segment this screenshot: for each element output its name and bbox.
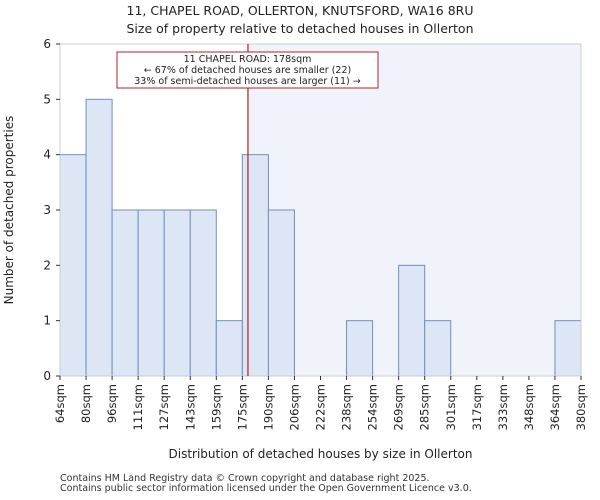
bar-159sqm bbox=[215, 320, 243, 377]
footer-copyright: Contains HM Land Registry data © Crown c… bbox=[60, 473, 430, 484]
x-tick-label: 380sqm bbox=[574, 384, 588, 430]
bar-64sqm bbox=[59, 154, 87, 377]
y-tick-label: 4 bbox=[43, 148, 51, 162]
x-tick-label: 143sqm bbox=[183, 384, 197, 430]
x-tick-label: 285sqm bbox=[418, 384, 432, 430]
bar-285sqm bbox=[424, 320, 452, 377]
bar-143sqm bbox=[189, 209, 217, 377]
x-tick-label: 111sqm bbox=[131, 384, 145, 430]
x-tick-label: 190sqm bbox=[261, 384, 275, 430]
x-tick-label: 159sqm bbox=[209, 384, 223, 430]
annotation-line-2: ← 67% of detached houses are smaller (22… bbox=[144, 65, 351, 76]
bar-96sqm bbox=[111, 209, 139, 377]
annotation-box bbox=[116, 51, 379, 89]
x-tick-label: 348sqm bbox=[522, 384, 536, 430]
x-tick-label: 254sqm bbox=[366, 384, 380, 430]
x-tick-label: 238sqm bbox=[340, 384, 354, 430]
bar-175sqm bbox=[241, 154, 269, 377]
x-axis-label: Distribution of detached houses by size … bbox=[169, 447, 473, 461]
y-tick-label: 1 bbox=[43, 314, 51, 328]
bar-238sqm bbox=[346, 320, 374, 377]
x-tick-label: 206sqm bbox=[287, 384, 301, 430]
x-tick-label: 222sqm bbox=[314, 384, 328, 430]
y-tick-label: 3 bbox=[43, 203, 51, 217]
x-tick-label: 175sqm bbox=[235, 384, 249, 430]
annotation-line-3: 33% of semi-detached houses are larger (… bbox=[134, 76, 361, 87]
y-tick-label: 0 bbox=[43, 369, 51, 383]
bar-269sqm bbox=[398, 264, 426, 377]
x-tick-label: 269sqm bbox=[392, 384, 406, 430]
bar-190sqm bbox=[267, 209, 295, 377]
x-tick-label: 64sqm bbox=[53, 384, 67, 423]
y-tick-label: 2 bbox=[43, 258, 51, 272]
x-tick-label: 317sqm bbox=[470, 384, 484, 430]
x-tick-label: 80sqm bbox=[79, 384, 93, 423]
y-axis-label: Number of detached properties bbox=[2, 116, 16, 305]
bar-127sqm bbox=[163, 209, 191, 377]
chart-subtitle: Size of property relative to detached ho… bbox=[126, 21, 474, 36]
x-tick-label: 364sqm bbox=[548, 384, 562, 430]
chart-title: 11, CHAPEL ROAD, OLLERTON, KNUTSFORD, WA… bbox=[126, 3, 474, 18]
y-tick-label: 6 bbox=[43, 37, 51, 51]
x-tick-label: 301sqm bbox=[444, 384, 458, 430]
footer-licence: Contains public sector information licen… bbox=[60, 483, 472, 494]
bar-80sqm bbox=[85, 98, 113, 377]
x-tick-label: 96sqm bbox=[105, 384, 119, 423]
y-tick-label: 5 bbox=[43, 92, 51, 106]
x-tick-label: 127sqm bbox=[157, 384, 171, 430]
x-tick-label: 333sqm bbox=[496, 384, 510, 430]
histogram-chart: 0 1 2 3 4 5 6 64sqm 80sqm 96sqm 111sqm 127sqm 143sq… bbox=[2, 37, 588, 461]
bar-111sqm bbox=[137, 209, 165, 377]
annotation-line-1: 11 CHAPEL ROAD: 178sqm bbox=[184, 54, 312, 65]
bar-364sqm bbox=[554, 320, 582, 377]
